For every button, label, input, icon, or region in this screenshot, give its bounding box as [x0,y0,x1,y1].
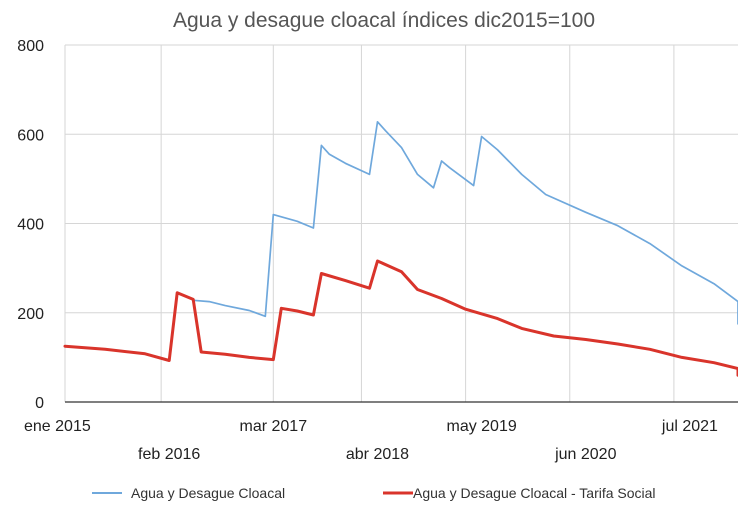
x-tick-label: feb 2016 [138,446,200,463]
x-tick-label: may 2019 [446,418,516,435]
x-tick-label: mar 2017 [240,418,308,435]
y-tick-label: 600 [17,127,44,144]
y-tick-label: 200 [17,306,44,323]
grid-layer [64,44,738,402]
x-tick-label: abr 2018 [346,446,409,463]
legend-label-1: Agua y Desague Cloacal [131,485,285,501]
x-tick-label: jun 2020 [554,446,616,463]
series-layer [63,120,738,377]
legend: Agua y Desague Cloacal Agua y Desague Clo… [92,485,656,501]
y-tick-label: 800 [17,38,44,55]
x-tick-label: jul 2021 [661,418,718,435]
y-tick-label: 400 [17,217,44,234]
chart-title: Agua y desague cloacal índices dic2015=1… [173,9,595,32]
legend-label-2: Agua y Desague Cloacal - Tarifa Social [413,485,656,501]
x-tick-label: ene 2015 [24,418,91,435]
axis-layer: 0 200 400 600 800 ene 2015 feb 2016 mar 2017 abr… [17,38,738,463]
series-line-1 [192,120,738,325]
series-line-2 [63,259,738,377]
y-tick-label: 0 [35,395,44,412]
